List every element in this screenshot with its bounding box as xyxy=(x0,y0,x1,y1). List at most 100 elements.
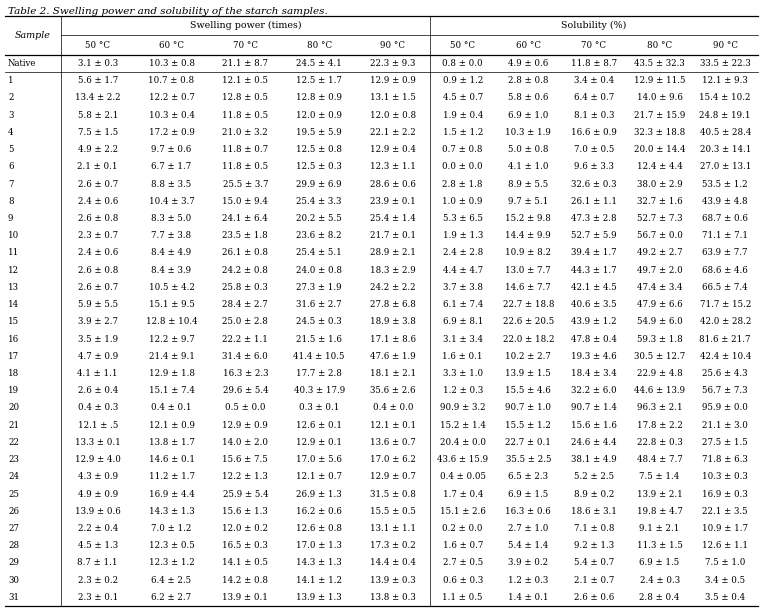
Text: 8.1 ± 0.3: 8.1 ± 0.3 xyxy=(574,110,614,120)
Text: 3.5 ± 0.4: 3.5 ± 0.4 xyxy=(705,593,745,602)
Text: 12.1 ± 0.5: 12.1 ± 0.5 xyxy=(222,76,269,85)
Text: 0.2 ± 0.0: 0.2 ± 0.0 xyxy=(443,524,483,533)
Text: 32.6 ± 0.3: 32.6 ± 0.3 xyxy=(571,179,617,188)
Text: 15.4 ± 10.2: 15.4 ± 10.2 xyxy=(700,93,751,102)
Text: 26.9 ± 1.3: 26.9 ± 1.3 xyxy=(296,490,342,498)
Text: 18.1 ± 2.1: 18.1 ± 2.1 xyxy=(370,369,416,378)
Text: 0.4 ± 0.1: 0.4 ± 0.1 xyxy=(151,403,192,412)
Text: 42.1 ± 4.5: 42.1 ± 4.5 xyxy=(571,283,617,292)
Text: 5.4 ± 1.4: 5.4 ± 1.4 xyxy=(508,541,549,550)
Text: 26.1 ± 0.8: 26.1 ± 0.8 xyxy=(222,248,269,257)
Text: 9.6 ± 3.3: 9.6 ± 3.3 xyxy=(574,162,614,171)
Text: 80 °C: 80 °C xyxy=(307,41,332,49)
Text: 6.9 ± 1.5: 6.9 ± 1.5 xyxy=(639,558,680,567)
Text: 20: 20 xyxy=(8,403,19,412)
Text: 25.6 ± 4.3: 25.6 ± 4.3 xyxy=(703,369,748,378)
Text: 17.1 ± 8.6: 17.1 ± 8.6 xyxy=(370,334,416,343)
Text: 9.7 ± 5.1: 9.7 ± 5.1 xyxy=(508,197,549,206)
Text: 8.7 ± 1.1: 8.7 ± 1.1 xyxy=(77,558,118,567)
Text: 16.6 ± 0.9: 16.6 ± 0.9 xyxy=(571,128,617,137)
Text: 90 °C: 90 °C xyxy=(713,41,738,49)
Text: 29.6 ± 5.4: 29.6 ± 5.4 xyxy=(223,386,268,395)
Text: 23.9 ± 0.1: 23.9 ± 0.1 xyxy=(370,197,416,206)
Text: 43.6 ± 15.9: 43.6 ± 15.9 xyxy=(437,455,488,464)
Text: 13.9 ± 1.3: 13.9 ± 1.3 xyxy=(296,593,342,602)
Text: 4.5 ± 1.3: 4.5 ± 1.3 xyxy=(78,541,118,550)
Text: 27.5 ± 1.5: 27.5 ± 1.5 xyxy=(702,438,748,447)
Text: 7: 7 xyxy=(8,179,14,188)
Text: 2.3 ± 0.2: 2.3 ± 0.2 xyxy=(78,576,118,584)
Text: 0.5 ± 0.0: 0.5 ± 0.0 xyxy=(225,403,266,412)
Text: 14.0 ± 9.6: 14.0 ± 9.6 xyxy=(636,93,683,102)
Text: 4.3 ± 0.9: 4.3 ± 0.9 xyxy=(78,472,118,481)
Text: 35.6 ± 2.6: 35.6 ± 2.6 xyxy=(370,386,416,395)
Text: 12.8 ± 0.5: 12.8 ± 0.5 xyxy=(222,93,269,102)
Text: 2.6 ± 0.7: 2.6 ± 0.7 xyxy=(78,179,118,188)
Text: 27.8 ± 6.8: 27.8 ± 6.8 xyxy=(370,300,416,309)
Text: 66.5 ± 7.4: 66.5 ± 7.4 xyxy=(703,283,748,292)
Text: 29: 29 xyxy=(8,558,19,567)
Text: 5.3 ± 6.5: 5.3 ± 6.5 xyxy=(443,214,483,223)
Text: 9.7 ± 0.6: 9.7 ± 0.6 xyxy=(151,145,192,154)
Text: 19.8 ± 4.7: 19.8 ± 4.7 xyxy=(636,507,683,516)
Text: 12.8 ± 10.4: 12.8 ± 10.4 xyxy=(146,317,198,326)
Text: 20.0 ± 14.4: 20.0 ± 14.4 xyxy=(634,145,685,154)
Text: 21.7 ± 0.1: 21.7 ± 0.1 xyxy=(370,231,416,240)
Text: 10.7 ± 0.8: 10.7 ± 0.8 xyxy=(149,76,195,85)
Text: 2.4 ± 0.6: 2.4 ± 0.6 xyxy=(78,248,118,257)
Text: 7.0 ± 1.2: 7.0 ± 1.2 xyxy=(151,524,192,533)
Text: 12.9 ± 0.9: 12.9 ± 0.9 xyxy=(222,421,269,429)
Text: 32.7 ± 1.6: 32.7 ± 1.6 xyxy=(637,197,682,206)
Text: 12.9 ± 0.1: 12.9 ± 0.1 xyxy=(296,438,342,447)
Text: 20.4 ± 0.0: 20.4 ± 0.0 xyxy=(439,438,486,447)
Text: 12.2 ± 1.3: 12.2 ± 1.3 xyxy=(223,472,269,481)
Text: 2.3 ± 0.1: 2.3 ± 0.1 xyxy=(78,593,118,602)
Text: 6.4 ± 2.5: 6.4 ± 2.5 xyxy=(151,576,192,584)
Text: 43.9 ± 4.8: 43.9 ± 4.8 xyxy=(703,197,748,206)
Text: 52.7 ± 7.3: 52.7 ± 7.3 xyxy=(637,214,682,223)
Text: 21.5 ± 1.6: 21.5 ± 1.6 xyxy=(296,334,342,343)
Text: 1.6 ± 0.7: 1.6 ± 0.7 xyxy=(443,541,483,550)
Text: 6.7 ± 1.7: 6.7 ± 1.7 xyxy=(151,162,192,171)
Text: 15.2 ± 1.4: 15.2 ± 1.4 xyxy=(439,421,485,429)
Text: 49.7 ± 2.0: 49.7 ± 2.0 xyxy=(636,266,682,274)
Text: 5.8 ± 0.6: 5.8 ± 0.6 xyxy=(508,93,549,102)
Text: 12.2 ± 9.7: 12.2 ± 9.7 xyxy=(149,334,195,343)
Text: 6.2 ± 2.7: 6.2 ± 2.7 xyxy=(151,593,192,602)
Text: 15.6 ± 1.6: 15.6 ± 1.6 xyxy=(571,421,617,429)
Text: 13.0 ± 7.7: 13.0 ± 7.7 xyxy=(505,266,551,274)
Text: 32.2 ± 6.0: 32.2 ± 6.0 xyxy=(571,386,617,395)
Text: 24.5 ± 0.3: 24.5 ± 0.3 xyxy=(296,317,342,326)
Text: 7.7 ± 3.8: 7.7 ± 3.8 xyxy=(151,231,192,240)
Text: 12.0 ± 0.8: 12.0 ± 0.8 xyxy=(370,110,416,120)
Text: 8.4 ± 3.9: 8.4 ± 3.9 xyxy=(151,266,192,274)
Text: 12.6 ± 1.1: 12.6 ± 1.1 xyxy=(702,541,749,550)
Text: 13.9 ± 0.6: 13.9 ± 0.6 xyxy=(75,507,121,516)
Text: 6.9 ± 1.5: 6.9 ± 1.5 xyxy=(508,490,549,498)
Text: 26.1 ± 1.1: 26.1 ± 1.1 xyxy=(571,197,617,206)
Text: 11.2 ± 1.7: 11.2 ± 1.7 xyxy=(149,472,195,481)
Text: 24.6 ± 4.4: 24.6 ± 4.4 xyxy=(571,438,617,447)
Text: 23.5 ± 1.8: 23.5 ± 1.8 xyxy=(223,231,269,240)
Text: 16.5 ± 0.3: 16.5 ± 0.3 xyxy=(223,541,269,550)
Text: 68.7 ± 0.6: 68.7 ± 0.6 xyxy=(702,214,749,223)
Text: 25: 25 xyxy=(8,490,19,498)
Text: 14.0 ± 2.0: 14.0 ± 2.0 xyxy=(222,438,269,447)
Text: 25.4 ± 5.1: 25.4 ± 5.1 xyxy=(296,248,342,257)
Text: 8.3 ± 5.0: 8.3 ± 5.0 xyxy=(151,214,192,223)
Text: 3.1 ± 3.4: 3.1 ± 3.4 xyxy=(443,334,483,343)
Text: 56.7 ± 0.0: 56.7 ± 0.0 xyxy=(636,231,683,240)
Text: 5.8 ± 2.1: 5.8 ± 2.1 xyxy=(78,110,118,120)
Text: 6.5 ± 2.3: 6.5 ± 2.3 xyxy=(508,472,549,481)
Text: 7.5 ± 1.5: 7.5 ± 1.5 xyxy=(78,128,118,137)
Text: 12.2 ± 0.7: 12.2 ± 0.7 xyxy=(149,93,195,102)
Text: 2.6 ± 0.8: 2.6 ± 0.8 xyxy=(78,214,118,223)
Text: 15.6 ± 1.3: 15.6 ± 1.3 xyxy=(223,507,269,516)
Text: 3.9 ± 0.2: 3.9 ± 0.2 xyxy=(508,558,549,567)
Text: 18.6 ± 3.1: 18.6 ± 3.1 xyxy=(571,507,617,516)
Text: 2.8 ± 0.4: 2.8 ± 0.4 xyxy=(639,593,680,602)
Text: 10.3 ± 0.3: 10.3 ± 0.3 xyxy=(702,472,748,481)
Text: 52.7 ± 5.9: 52.7 ± 5.9 xyxy=(571,231,617,240)
Text: 50 °C: 50 °C xyxy=(450,41,475,49)
Text: 24.0 ± 0.8: 24.0 ± 0.8 xyxy=(296,266,342,274)
